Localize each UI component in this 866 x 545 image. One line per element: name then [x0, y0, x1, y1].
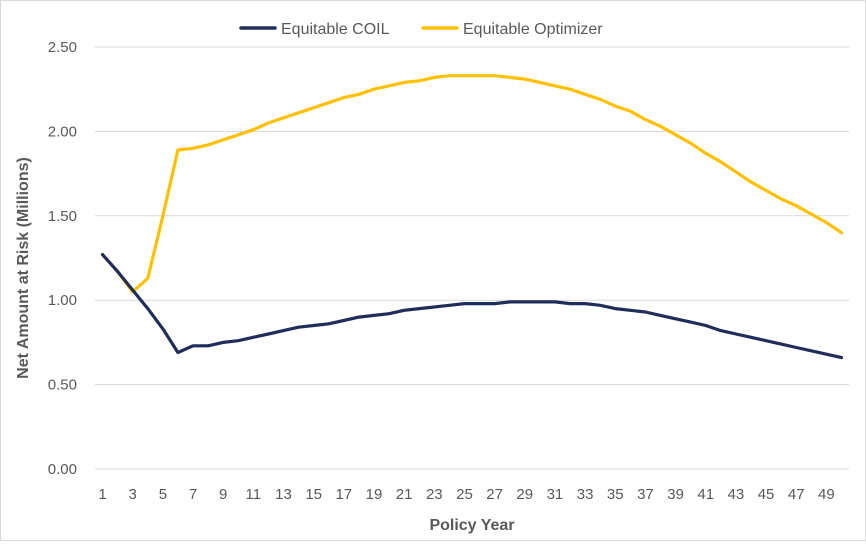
series-line-equitable-optimizer: [100, 74, 844, 294]
y-tick-label: 2.50: [48, 39, 77, 56]
x-tick-label: 37: [637, 486, 654, 503]
x-tick-label: 15: [305, 486, 322, 503]
x-tick-label: 9: [219, 486, 227, 503]
x-tick-label: 31: [547, 486, 564, 503]
x-tick-label: 35: [607, 486, 624, 503]
y-tick-label: 0.00: [48, 461, 77, 478]
x-tick-label: 47: [788, 486, 805, 503]
series-layer: [100, 74, 844, 360]
y-tick-label: 1.50: [48, 208, 77, 225]
x-tick-label: 7: [189, 486, 197, 503]
series-line-equitable-coil: [100, 253, 844, 360]
y-axis-ticks: 0.00 0.50 1.00 1.50 2.00 2.50: [48, 39, 77, 478]
x-tick-label: 5: [159, 486, 167, 503]
y-axis-title: Net Amount at Risk (Millions): [15, 157, 32, 379]
x-tick-label: 19: [366, 486, 383, 503]
x-tick-label: 29: [516, 486, 533, 503]
x-tick-label: 13: [275, 486, 292, 503]
x-tick-label: 33: [577, 486, 594, 503]
legend-label: Equitable Optimizer: [463, 21, 603, 38]
x-tick-label: 23: [426, 486, 443, 503]
x-tick-label: 45: [758, 486, 775, 503]
x-axis-ticks: 1 3 5 7 9 11 13 15 17 19 21 23 25 27 29 31 33 35 37 39 41 43 4…: [98, 486, 834, 503]
y-tick-label: 1.00: [48, 292, 77, 309]
x-tick-label: 43: [728, 486, 745, 503]
legend-label: Equitable COIL: [281, 21, 390, 38]
x-tick-label: 41: [697, 486, 714, 503]
x-tick-label: 3: [129, 486, 137, 503]
x-tick-label: 49: [818, 486, 835, 503]
gridlines: [95, 46, 849, 386]
x-tick-label: 27: [486, 486, 503, 503]
y-tick-label: 0.50: [48, 377, 77, 394]
x-tick-label: 25: [456, 486, 473, 503]
x-tick-label: 17: [335, 486, 352, 503]
x-tick-label: 11: [246, 486, 262, 503]
x-axis-title: Policy Year: [429, 517, 514, 534]
legend: Equitable COIL Equitable Optimizer: [239, 21, 603, 38]
x-tick-label: 39: [667, 486, 684, 503]
x-tick-label: 1: [98, 486, 106, 503]
y-tick-label: 2.00: [48, 123, 77, 140]
x-tick-label: 21: [396, 486, 413, 503]
